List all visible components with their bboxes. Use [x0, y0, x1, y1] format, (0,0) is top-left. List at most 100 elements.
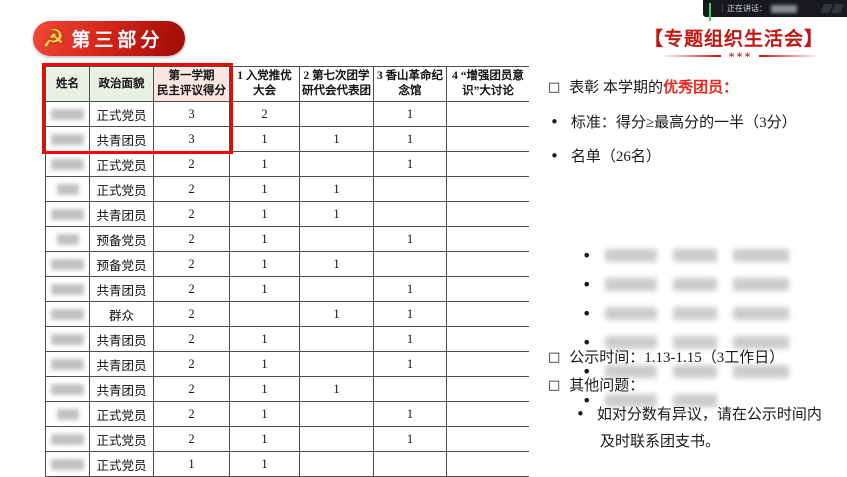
cell-name	[45, 301, 90, 327]
cell-c2	[299, 151, 374, 177]
score-table-wrap: 姓名 政治面貌 第一学期 民主评议得分 1 入党推优 大会 2 第七次团学 研代会代表团…	[45, 66, 536, 477]
redacted-name	[673, 307, 718, 320]
cell-score: 2	[153, 151, 230, 177]
square-bullet-icon: □	[548, 350, 561, 365]
meeting-bar-controls[interactable]	[820, 4, 844, 13]
cell-name	[45, 351, 90, 377]
bullet-icon: •	[550, 147, 559, 165]
redacted-name	[605, 365, 658, 378]
cell-c3	[373, 201, 447, 227]
cell-name	[45, 426, 90, 452]
cell-score: 2	[153, 201, 230, 227]
redacted-name	[605, 249, 658, 262]
cell-c4	[446, 401, 529, 427]
table-row: 共青团员 2 1 1	[45, 376, 529, 402]
table-row: 群众 2 1 1	[45, 301, 529, 327]
cell-c1: 1	[229, 126, 300, 152]
cell-name	[45, 251, 90, 277]
meeting-speaking-bar[interactable]: 正在讲话：	[703, 0, 847, 21]
cell-status: 正式党员	[89, 176, 154, 202]
cell-name	[45, 101, 90, 127]
cell-c2	[299, 101, 374, 127]
column-header: 第一学期 民主评议得分	[153, 66, 230, 102]
redacted-name	[56, 234, 79, 246]
bullet-icon: •	[582, 362, 592, 381]
cell-c4	[446, 201, 529, 227]
column-header: 1 入党推优 大会	[229, 66, 300, 102]
redacted-name	[673, 278, 718, 291]
cell-name	[45, 201, 90, 227]
divider	[722, 4, 723, 13]
publicity-text: 公示时间：1.13-1.15（3工作日）	[569, 350, 785, 366]
chevron-icon[interactable]	[831, 4, 844, 13]
cell-c1: 1	[229, 151, 300, 177]
cell-status: 预备党员	[89, 226, 154, 252]
table-row: 正式党员 3 2 1	[45, 101, 529, 127]
redacted-name	[51, 259, 84, 271]
awardee-row: •	[582, 299, 805, 328]
awardee-list: • • • • • •	[582, 241, 805, 415]
table-row: 正式党员 2 1 1	[45, 401, 529, 427]
cell-c3	[373, 376, 447, 402]
redacted-name	[673, 394, 718, 407]
cell-status: 正式党员	[89, 401, 154, 427]
cell-name	[45, 151, 90, 177]
cell-c3	[373, 451, 447, 477]
redacted-name	[51, 459, 84, 471]
table-row: 正式党员 2 1 1	[45, 151, 529, 177]
redacted-name	[605, 394, 658, 407]
bullet-icon: •	[576, 405, 585, 423]
cell-score: 3	[153, 101, 230, 127]
redacted-name	[51, 134, 84, 146]
criteria-line: • 标准：得分≥最高分的一半（3分）	[550, 112, 797, 134]
award-heading: □ 表彰 本学期的优秀团员：	[548, 78, 738, 99]
cell-c4	[446, 326, 529, 352]
redacted-name	[51, 109, 84, 121]
cell-c4	[446, 176, 529, 202]
column-header: 4 “增强团员意 识”大讨论	[446, 66, 529, 102]
cell-c4	[446, 226, 529, 252]
redacted-name	[733, 365, 790, 378]
party-emblem-icon: ☭	[42, 24, 65, 53]
cell-c1: 1	[229, 351, 300, 377]
table-row: 共青团员 2 1 1	[45, 351, 529, 377]
awardee-row: •	[582, 386, 805, 415]
table-row: 共青团员 2 1 1	[45, 326, 529, 352]
redacted-name	[51, 209, 84, 221]
cell-c3	[373, 251, 447, 277]
table-row: 共青团员 2 1 1	[45, 276, 529, 302]
table-row: 共青团员 3 1 1 1	[45, 126, 529, 152]
cell-score: 2	[153, 376, 230, 402]
cell-c2	[299, 351, 374, 377]
bullet-icon: •	[550, 113, 559, 131]
cell-c3: 1	[373, 351, 447, 377]
cell-c1: 1	[229, 176, 300, 202]
table-row: 共青团员 2 1 1	[45, 201, 529, 227]
redacted-name	[733, 307, 790, 320]
cell-c3: 1	[373, 326, 447, 352]
award-text: 表彰 本学期的	[569, 80, 664, 96]
redacted-name	[733, 249, 790, 262]
table-row: 正式党员 1 1	[45, 451, 529, 477]
cell-c1: 1	[229, 401, 300, 427]
cell-c1: 1	[229, 426, 300, 452]
redacted-name	[51, 384, 84, 396]
cell-score: 2	[153, 326, 230, 352]
note-line-2: 及时联系团支书。	[576, 432, 720, 453]
cell-name	[45, 451, 90, 477]
cell-c3: 1	[373, 276, 447, 302]
column-header: 姓名	[45, 66, 90, 102]
cell-status: 正式党员	[89, 451, 154, 477]
square-bullet-icon: □	[548, 378, 561, 393]
awardee-row: •	[582, 357, 805, 386]
divider-line	[758, 55, 819, 57]
cell-name	[45, 126, 90, 152]
cell-c2	[299, 451, 374, 477]
redacted-name	[51, 159, 84, 171]
cell-score: 3	[153, 126, 230, 152]
cell-c2: 1	[299, 251, 374, 277]
cell-name	[45, 326, 90, 352]
cell-c4	[446, 376, 529, 402]
cell-name	[45, 376, 90, 402]
cell-status: 共青团员	[89, 376, 154, 402]
